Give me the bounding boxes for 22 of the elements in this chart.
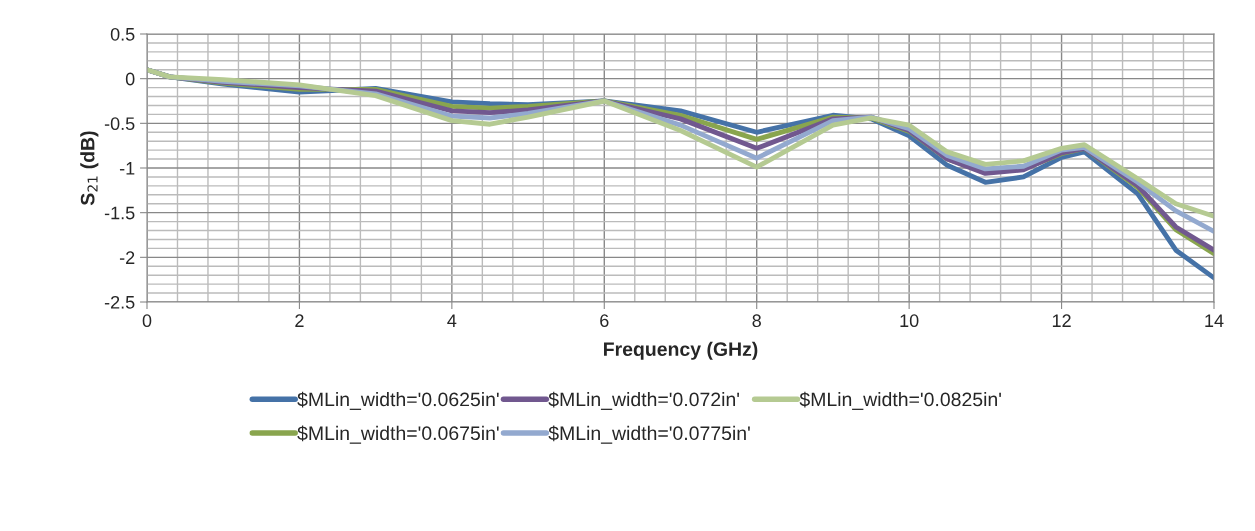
x-tick-label: 4 [447,314,457,327]
x-axis-title: Frequency (GHz) [604,341,758,360]
x-tick-label: 10 [900,314,919,328]
y-tick-label: 0.5 [110,27,135,41]
x-tick-label: 6 [600,314,609,328]
y-tick-label: -2 [119,251,135,264]
y-axis-title: S$_{21}$ (dB) [80,131,99,206]
legend-label: $MLin_width='0.0825in' [799,391,1001,410]
legend-label: $MLin_width='0.0625in' [297,391,499,410]
x-tick-label: 0 [142,314,152,328]
x-tick-label: 8 [752,314,761,328]
y-tick-label: -1 [119,162,135,175]
y-tick-label: 0 [125,72,135,86]
legend-label: $MLin_width='0.0675in' [297,425,499,444]
y-tick-label: -2.5 [104,295,135,309]
x-tick-label: 2 [295,314,304,327]
legend-label: $MLin_width='0.072in' [548,391,739,410]
y-tick-label: -1.5 [104,206,135,220]
legend-label: $MLin_width='0.0775in' [548,425,750,444]
x-tick-label: 12 [1052,314,1071,327]
y-tick-label: -0.5 [104,117,135,131]
x-tick-label: 14 [1205,314,1224,327]
